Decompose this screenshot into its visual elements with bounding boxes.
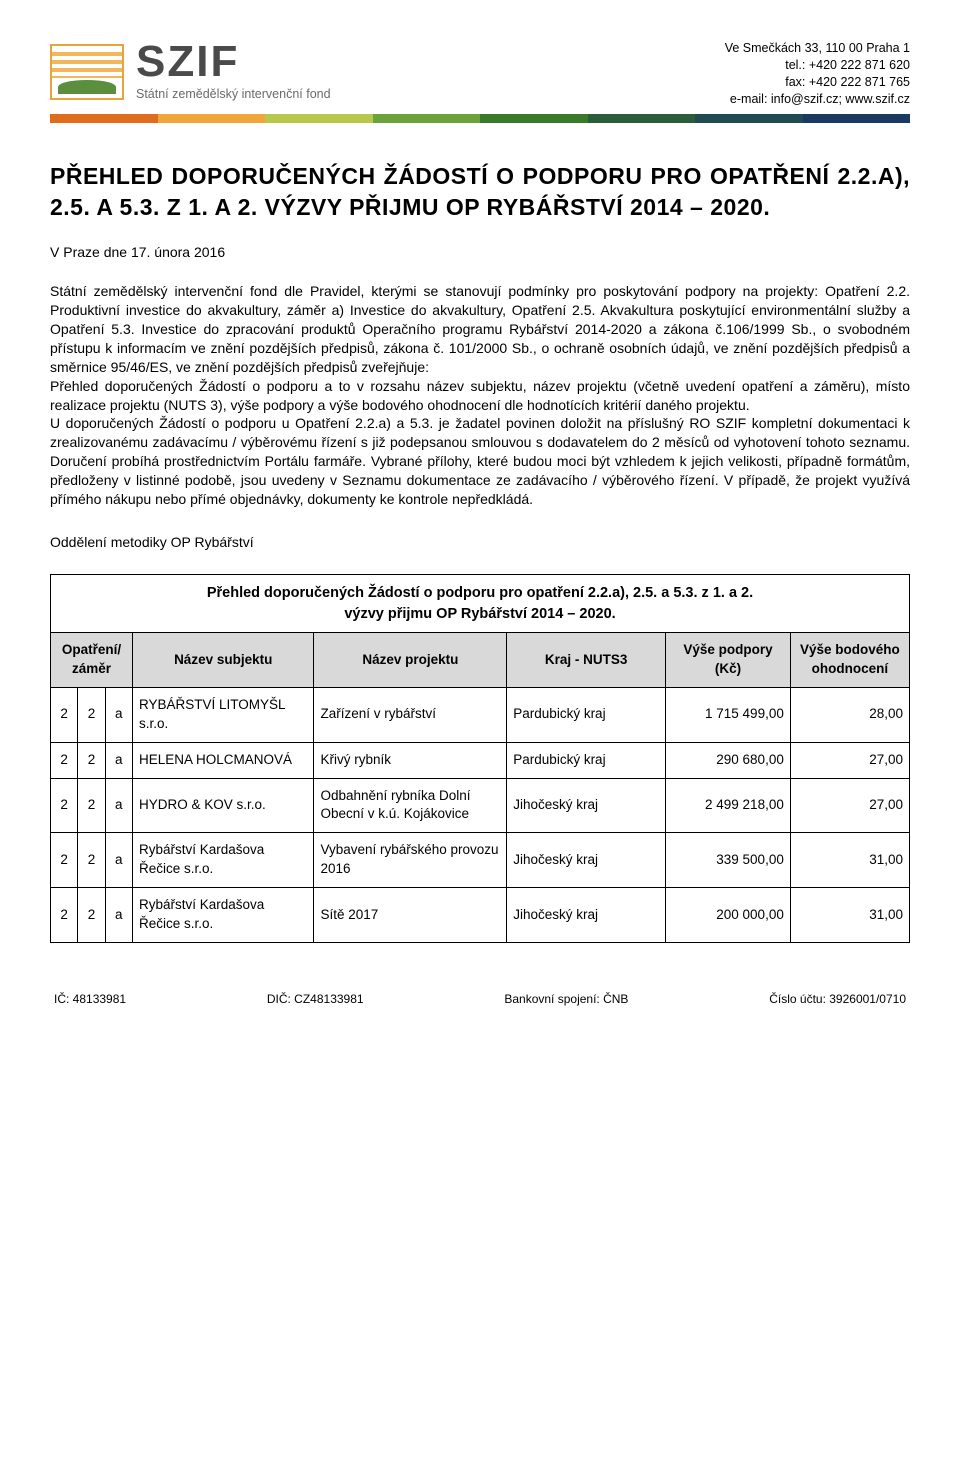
cell-op1: 2	[51, 833, 78, 888]
cell-op2: 2	[78, 687, 105, 742]
logo-icon	[50, 44, 124, 100]
cell-subjekt: HYDRO & KOV s.r.o.	[132, 778, 313, 833]
cell-op3: a	[105, 687, 132, 742]
cell-op1: 2	[51, 888, 78, 943]
cell-bodove: 27,00	[790, 742, 909, 778]
cell-podpora: 1 715 499,00	[666, 687, 791, 742]
logo-subtitle: Státní zemědělský intervenční fond	[136, 86, 331, 104]
cell-bodove: 28,00	[790, 687, 909, 742]
address-line: Ve Smečkách 33, 110 00 Praha 1	[725, 40, 910, 57]
footer-acct: Číslo účtu: 3926001/0710	[769, 991, 906, 1008]
table-title-l1: Přehled doporučených Žádostí o podporu p…	[207, 585, 753, 601]
cell-op2: 2	[78, 778, 105, 833]
cell-projekt: Křivý rybník	[314, 742, 507, 778]
cell-op2: 2	[78, 833, 105, 888]
cell-projekt: Zařízení v rybářství	[314, 687, 507, 742]
table-title-l2: výzvy přijmu OP Rybářství 2014 – 2020.	[344, 606, 615, 622]
col-subjekt: Název subjektu	[132, 633, 313, 688]
table-row: 22aHELENA HOLCMANOVÁKřivý rybníkPardubic…	[51, 742, 910, 778]
cell-kraj: Jihočeský kraj	[507, 833, 666, 888]
cell-kraj: Pardubický kraj	[507, 687, 666, 742]
address-block: Ve Smečkách 33, 110 00 Praha 1 tel.: +42…	[725, 40, 910, 108]
cell-subjekt: RYBÁŘSTVÍ LITOMYŠL s.r.o.	[132, 687, 313, 742]
col-kraj: Kraj - NUTS3	[507, 633, 666, 688]
footer-bank: Bankovní spojení: ČNB	[504, 991, 628, 1008]
cell-kraj: Pardubický kraj	[507, 742, 666, 778]
footer: IČ: 48133981 DIČ: CZ48133981 Bankovní sp…	[50, 991, 910, 1008]
cell-op1: 2	[51, 687, 78, 742]
cell-op1: 2	[51, 742, 78, 778]
cell-podpora: 2 499 218,00	[666, 778, 791, 833]
cell-op1: 2	[51, 778, 78, 833]
cell-subjekt: Rybářství Kardašova Řečice s.r.o.	[132, 888, 313, 943]
footer-ic: IČ: 48133981	[54, 991, 126, 1008]
cell-op2: 2	[78, 742, 105, 778]
table-title: Přehled doporučených Žádostí o podporu p…	[51, 575, 910, 633]
cell-op2: 2	[78, 888, 105, 943]
address-line: e-mail: info@szif.cz; www.szif.cz	[725, 91, 910, 108]
table-row: 22aHYDRO & KOV s.r.o.Odbahnění rybníka D…	[51, 778, 910, 833]
address-line: tel.: +420 222 871 620	[725, 57, 910, 74]
col-projekt: Název projektu	[314, 633, 507, 688]
cell-op3: a	[105, 778, 132, 833]
cell-op3: a	[105, 833, 132, 888]
cell-subjekt: HELENA HOLCMANOVÁ	[132, 742, 313, 778]
cell-projekt: Odbahnění rybníka Dolní Obecní v k.ú. Ko…	[314, 778, 507, 833]
col-opatreni: Opatření/ záměr	[51, 633, 133, 688]
cell-projekt: Vybavení rybářského provozu 2016	[314, 833, 507, 888]
cell-kraj: Jihočeský kraj	[507, 888, 666, 943]
logo-main: SZIF	[136, 40, 331, 84]
table-row: 22aRybářství Kardašova Řečice s.r.o.Vyba…	[51, 833, 910, 888]
cell-op3: a	[105, 742, 132, 778]
cell-podpora: 200 000,00	[666, 888, 791, 943]
body-text: Státní zemědělský intervenční fond dle P…	[50, 282, 910, 509]
cell-bodove: 31,00	[790, 833, 909, 888]
cell-kraj: Jihočeský kraj	[507, 778, 666, 833]
cell-bodove: 27,00	[790, 778, 909, 833]
page-title: PŘEHLED DOPORUČENÝCH ŽÁDOSTÍ O PODPORU P…	[50, 161, 910, 223]
overview-table: Přehled doporučených Žádostí o podporu p…	[50, 574, 910, 942]
department: Oddělení metodiky OP Rybářství	[50, 533, 910, 553]
header: SZIF Státní zemědělský intervenční fond …	[50, 40, 910, 108]
cell-bodove: 31,00	[790, 888, 909, 943]
footer-dic: DIČ: CZ48133981	[267, 991, 364, 1008]
cell-podpora: 290 680,00	[666, 742, 791, 778]
body-p3: U doporučených Žádostí o podporu u Opatř…	[50, 415, 910, 507]
cell-projekt: Sítě 2017	[314, 888, 507, 943]
date-line: V Praze dne 17. února 2016	[50, 243, 910, 263]
body-p1: Státní zemědělský intervenční fond dle P…	[50, 283, 910, 375]
cell-op3: a	[105, 888, 132, 943]
color-bar	[50, 114, 910, 123]
table-row: 22aRybářství Kardašova Řečice s.r.o.Sítě…	[51, 888, 910, 943]
body-p2: Přehled doporučených Žádostí o podporu a…	[50, 378, 910, 413]
cell-subjekt: Rybářství Kardašova Řečice s.r.o.	[132, 833, 313, 888]
table-row: 22aRYBÁŘSTVÍ LITOMYŠL s.r.o.Zařízení v r…	[51, 687, 910, 742]
cell-podpora: 339 500,00	[666, 833, 791, 888]
logo-block: SZIF Státní zemědělský intervenční fond	[50, 40, 331, 104]
col-podpora: Výše podpory (Kč)	[666, 633, 791, 688]
col-bodove: Výše bodového ohodnocení	[790, 633, 909, 688]
address-line: fax: +420 222 871 765	[725, 74, 910, 91]
